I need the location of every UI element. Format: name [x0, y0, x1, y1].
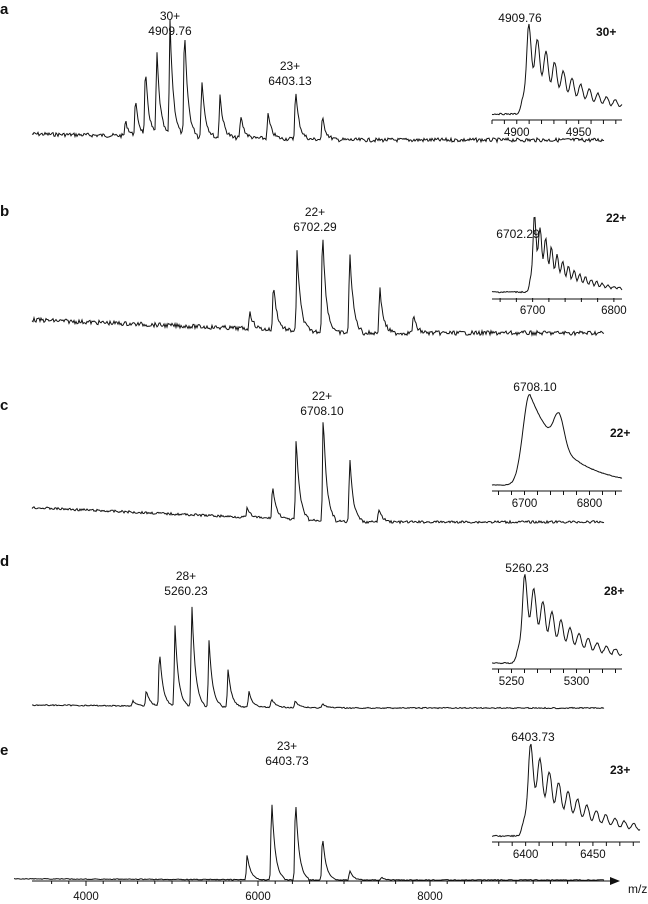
panel-c: c 22+ 6708.10 6700 6800 6708.10 22+	[0, 380, 630, 525]
inset-tick-label: 6400	[513, 849, 539, 861]
panel-letter-a: a	[0, 1, 9, 18]
inset-trace-e	[491, 743, 641, 838]
inset-peak-label-e: 6403.73	[511, 730, 555, 744]
panel-letter-e: e	[0, 742, 8, 759]
x-tick-label-4000: 4000	[73, 891, 99, 903]
inset-tick-label: 4950	[566, 127, 592, 139]
peak-charge-label-a1: 30+	[160, 9, 180, 23]
peak-mz-label-b1: 6702.29	[293, 220, 337, 234]
peak-mz-label-a1: 4909.76	[148, 24, 192, 38]
inset-charge-label-d: 28+	[604, 584, 624, 598]
inset-ticks-e: 6400 6450	[498, 842, 634, 861]
panel-a: a 30+ 4909.76 23+ 6403.13 4900 4950 4909.…	[0, 1, 623, 144]
inset-tick-label: 6800	[577, 498, 603, 510]
inset-a: 4900 4950 4909.76 30+	[491, 11, 623, 139]
spectrum-trace-c	[31, 422, 605, 525]
x-tick-label-8000: 8000	[417, 891, 443, 903]
inset-tick-label: 6700	[512, 498, 538, 510]
inset-c: 6700 6800 6708.10 22+	[491, 380, 630, 510]
peak-charge-label-a2: 23+	[280, 59, 300, 73]
inset-ticks-a: 4900 4950	[491, 120, 617, 139]
peak-charge-label-b1: 22+	[305, 205, 325, 219]
peak-charge-label-c1: 22+	[312, 389, 332, 403]
inset-charge-label-b: 22+	[606, 211, 626, 225]
inset-b: 6700 6800 6702.29 22+	[491, 211, 627, 317]
inset-ticks-b: 6700 6800	[499, 298, 627, 317]
spectrum-trace-a	[31, 19, 605, 144]
peak-mz-label-d1: 5260.23	[164, 584, 208, 598]
inset-charge-label-c: 22+	[610, 426, 630, 440]
inset-tick-label: 5300	[564, 676, 590, 688]
inset-peak-label-d: 5260.23	[505, 561, 549, 575]
inset-tick-label: 5250	[499, 676, 525, 688]
inset-tick-label: 6450	[580, 849, 606, 861]
x-axis-arrow-icon	[610, 877, 620, 885]
spectrum-trace-d	[32, 606, 605, 710]
inset-charge-label-a: 30+	[596, 25, 616, 39]
peak-mz-label-e1: 6403.73	[265, 754, 309, 768]
inset-peak-label-c: 6708.10	[513, 380, 557, 394]
inset-ticks-c: 6700 6800	[498, 491, 616, 510]
panel-d: d 28+ 5260.23 5250 5300 5260.23 28+	[0, 553, 624, 710]
inset-trace-a	[491, 23, 623, 116]
spectrum-trace-b	[31, 239, 605, 337]
inset-e: 6400 6450 6403.73 23+	[491, 730, 641, 861]
inset-tick-label: 6700	[520, 305, 546, 317]
panel-letter-c: c	[0, 397, 8, 414]
peak-mz-label-a2: 6403.13	[268, 74, 312, 88]
x-tick-label-6000: 6000	[245, 891, 271, 903]
panel-e: e 23+ 6403.73 6400 6450 6403.73 23+	[0, 730, 641, 881]
inset-trace-d	[492, 574, 623, 665]
panel-letter-b: b	[0, 203, 9, 220]
inset-d: 5250 5300 5260.23 28+	[492, 561, 624, 688]
peak-charge-label-d1: 28+	[176, 569, 196, 583]
inset-peak-label-a: 4909.76	[498, 11, 542, 25]
x-axis-label: m/z	[628, 882, 647, 896]
inset-tick-label: 4900	[504, 127, 530, 139]
main-x-axis: 4000 6000 8000 m/z	[32, 877, 647, 903]
peak-mz-label-c1: 6708.10	[300, 404, 344, 418]
inset-tick-label: 6800	[601, 305, 627, 317]
panel-b: b 22+ 6702.29 6700 6800 6702.29 22+	[0, 203, 627, 337]
spectrum-trace-e	[13, 804, 605, 881]
x-axis-ticks	[51, 881, 569, 886]
inset-charge-label-e: 23+	[610, 763, 630, 777]
inset-trace-c	[491, 394, 623, 486]
inset-trace-b	[491, 216, 623, 294]
inset-peak-label-b: 6702.29	[496, 227, 540, 241]
peak-charge-label-e1: 23+	[277, 739, 297, 753]
inset-ticks-d: 5250 5300	[498, 669, 616, 688]
panel-letter-d: d	[0, 553, 9, 570]
